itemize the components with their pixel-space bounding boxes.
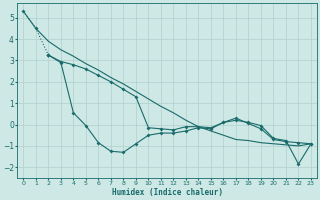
X-axis label: Humidex (Indice chaleur): Humidex (Indice chaleur): [112, 188, 223, 197]
